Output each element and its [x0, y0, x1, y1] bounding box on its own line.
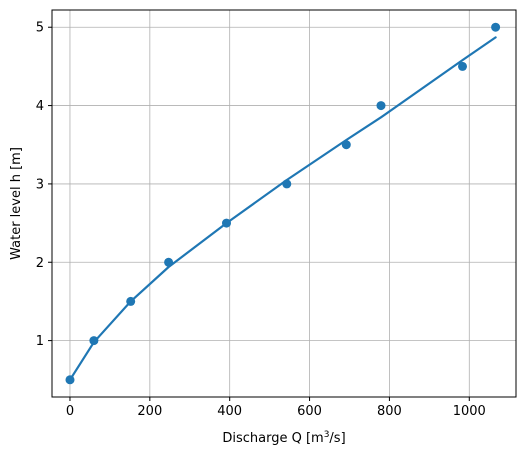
scatter-points-layer: [65, 22, 501, 385]
scatter-point: [65, 375, 75, 385]
x-tick-label: 0: [66, 404, 74, 419]
y-tick-label: 1: [36, 334, 44, 349]
y-tick-label: 3: [36, 177, 44, 192]
x-tick-label: 600: [297, 404, 322, 419]
scatter-point: [376, 101, 386, 111]
x-tick-label: 200: [137, 404, 162, 419]
fitted-curve-layer: [68, 36, 497, 381]
x-tick-label: 1000: [453, 404, 486, 419]
y-tick-label: 4: [36, 99, 44, 114]
fitted-rating-curve: [68, 36, 497, 381]
axis-ticks: 0 200 400 600 800 1000 1 2 3 4 5: [36, 21, 486, 419]
scatter-point: [282, 179, 292, 189]
plot-frame: [51, 9, 517, 398]
scatter-point: [341, 140, 351, 150]
scatter-point: [89, 336, 99, 346]
scatter-point: [491, 22, 501, 32]
scatter-point: [222, 218, 231, 228]
x-axis-label: Discharge Q [m3/s]: [222, 430, 345, 446]
scatter-point: [126, 296, 136, 306]
y-axis-label: Water level h [m]: [9, 147, 24, 260]
scatter-point: [164, 257, 174, 267]
scatter-point: [458, 61, 467, 71]
y-tick-label: 2: [36, 256, 44, 271]
x-tick-label: 800: [377, 404, 402, 419]
x-tick-label: 400: [217, 404, 242, 419]
y-tick-label: 5: [36, 21, 44, 36]
